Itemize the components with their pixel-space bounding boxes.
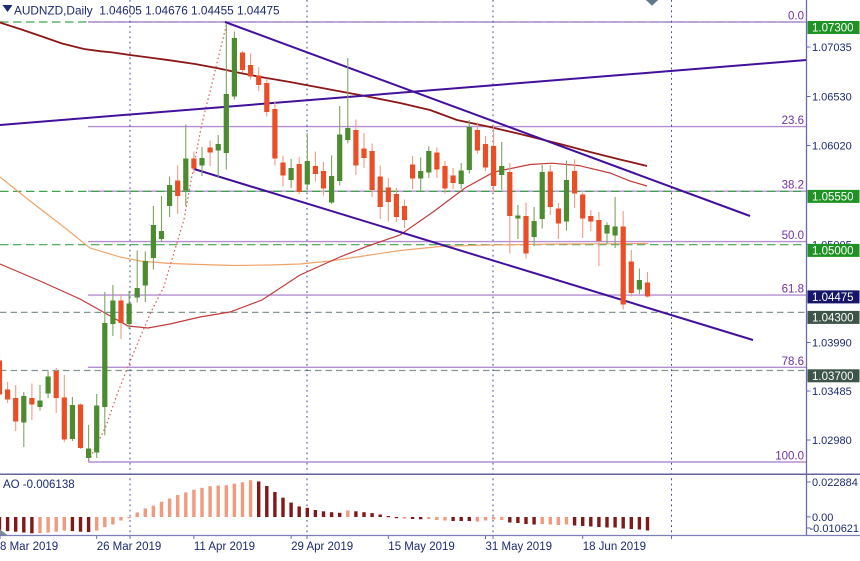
- svg-text:0.0: 0.0: [788, 11, 804, 23]
- svg-text:23.6: 23.6: [782, 115, 804, 127]
- svg-text:26 Mar 2019: 26 Mar 2019: [97, 541, 162, 553]
- svg-text:1.07035: 1.07035: [812, 42, 852, 54]
- svg-text:1.06020: 1.06020: [812, 141, 852, 153]
- svg-text:61.8: 61.8: [782, 284, 804, 296]
- svg-text:1.04300: 1.04300: [812, 312, 854, 324]
- svg-text:1.03700: 1.03700: [812, 371, 854, 383]
- svg-text:11 Apr 2019: 11 Apr 2019: [194, 541, 255, 553]
- svg-text:50.0: 50.0: [782, 230, 804, 242]
- svg-text:AO -0.006138: AO -0.006138: [3, 479, 75, 491]
- svg-text:1.05000: 1.05000: [812, 245, 854, 257]
- svg-text:1.02980: 1.02980: [812, 435, 852, 447]
- svg-text:29 Apr 2019: 29 Apr 2019: [291, 541, 353, 553]
- svg-text:8 Mar 2019: 8 Mar 2019: [0, 541, 58, 553]
- svg-text:0.00: 0.00: [812, 512, 833, 524]
- svg-text:0.022884: 0.022884: [812, 477, 858, 489]
- svg-text:15 May 2019: 15 May 2019: [388, 541, 455, 553]
- svg-text:31 May 2019: 31 May 2019: [486, 541, 553, 553]
- svg-text:1.06530: 1.06530: [812, 92, 852, 104]
- svg-text:18 Jun 2019: 18 Jun 2019: [583, 541, 646, 553]
- svg-text:1.03485: 1.03485: [812, 386, 852, 398]
- svg-text:AUDNZD,Daily 1.04605 1.04676: AUDNZD,Daily 1.04605 1.04676 1.04455 1.0…: [14, 4, 280, 18]
- svg-text:38.2: 38.2: [782, 180, 804, 192]
- svg-text:-0.010621: -0.010621: [810, 523, 860, 535]
- svg-text:78.6: 78.6: [782, 356, 804, 368]
- svg-text:1.04475: 1.04475: [812, 292, 854, 304]
- svg-text:1.07300: 1.07300: [812, 23, 854, 35]
- svg-text:1.03990: 1.03990: [812, 338, 852, 350]
- svg-text:1.05550: 1.05550: [812, 191, 854, 203]
- svg-text:100.0: 100.0: [775, 451, 804, 463]
